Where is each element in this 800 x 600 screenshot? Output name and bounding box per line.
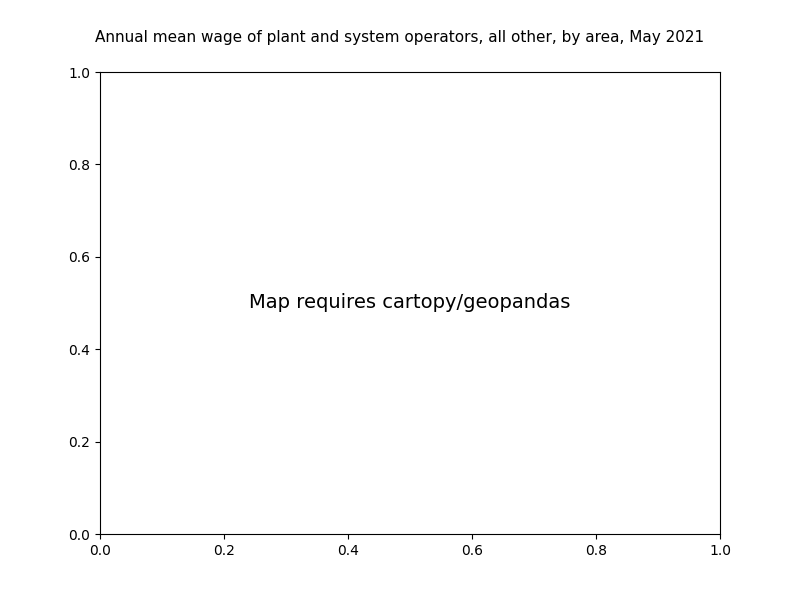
Text: Annual mean wage of plant and system operators, all other, by area, May 2021: Annual mean wage of plant and system ope… (95, 30, 705, 45)
Text: Map requires cartopy/geopandas: Map requires cartopy/geopandas (250, 293, 570, 313)
